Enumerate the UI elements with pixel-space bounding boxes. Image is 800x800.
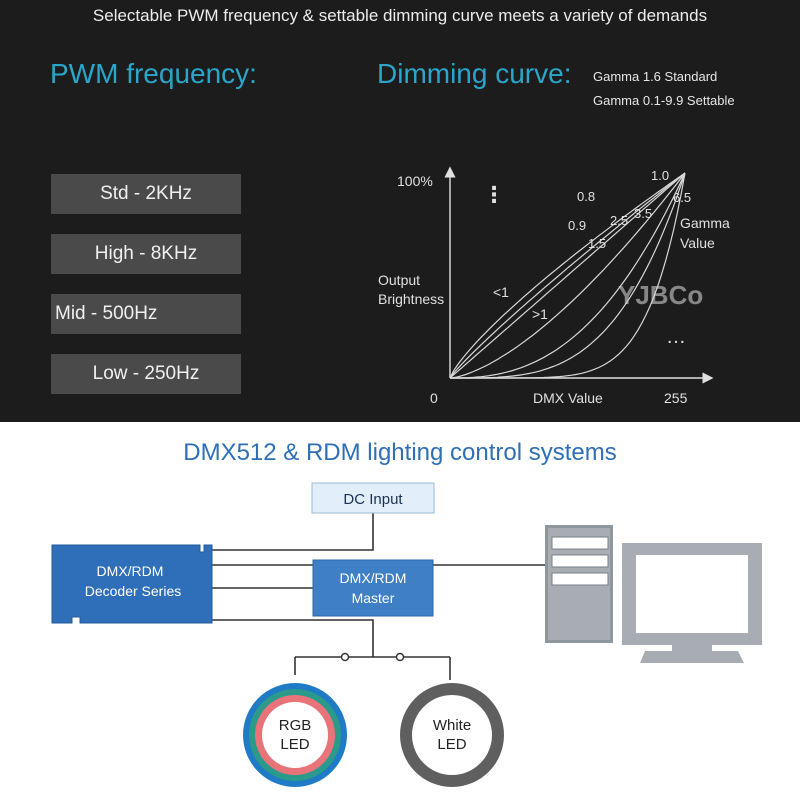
horizontal-ellipsis: … — [666, 326, 686, 348]
dimming-curve-title: Dimming curve: — [377, 58, 572, 89]
curve-label-2-5: 2.5 — [610, 213, 628, 228]
gamma-standard-note: Gamma 1.6 Standard — [593, 69, 718, 84]
x-min-label: 0 — [430, 390, 438, 406]
region-label-below-one: <1 — [493, 284, 509, 300]
gamma-curve-2-5 — [450, 172, 686, 379]
curve-label-1-5: 1.5 — [588, 236, 606, 251]
legend-line1: Gamma — [680, 215, 730, 231]
curve-label-3-5: 3.5 — [634, 206, 652, 221]
curve-label-6-5: 6.5 — [673, 190, 691, 205]
dimming-feature-panel: Selectable PWM frequency & settable dimm… — [0, 0, 800, 422]
curve-label-0-9: 0.9 — [568, 218, 586, 233]
x-axis-label: DMX Value — [533, 390, 603, 406]
connection-lines — [212, 513, 545, 680]
dc-input-box: DC Input — [311, 482, 435, 514]
vertical-ellipsis: ⋮ — [483, 182, 505, 207]
decoder-box: DMX/RDM Decoder Series — [51, 544, 213, 624]
decoder-label-line1: DMX/RDM — [97, 563, 164, 579]
master-box: DMX/RDM Master — [312, 559, 434, 617]
dc-input-label: DC Input — [343, 491, 403, 508]
frequency-option-mid: Mid - 500Hz — [51, 294, 241, 334]
master-label-line1: DMX/RDM — [340, 570, 407, 586]
gamma-curve-0-8 — [449, 172, 686, 379]
decoder-label-line2: Decoder Series — [85, 583, 182, 599]
rgb-led-icon: RGB LED — [243, 683, 347, 787]
feature-headline: Selectable PWM frequency & settable dimm… — [92, 6, 708, 25]
rgb-led-label-line2: LED — [280, 736, 309, 753]
gamma-curve-6-5 — [450, 172, 686, 379]
monitor-icon — [622, 543, 762, 663]
y-axis-label-line2: Brightness — [378, 291, 444, 307]
master-label-line2: Master — [352, 590, 395, 606]
dimming-curve-chart: YJBCo 0.8 0.9 1.0 1.5 2.5 3.5 6.5 <1 >1 … — [378, 166, 730, 406]
legend-line2: Value — [680, 235, 715, 251]
system-diagram: DC Input DMX/RDM Decoder Series DMX/RDM … — [51, 482, 762, 787]
gamma-curve-1-0 — [449, 172, 686, 379]
x-max-label: 255 — [664, 390, 688, 406]
region-label-above-one: >1 — [532, 306, 548, 322]
y-axis-label-line1: Output — [378, 272, 420, 288]
white-led-label-line1: White — [433, 717, 471, 734]
white-led-icon: White LED — [400, 683, 504, 787]
curve-label-0-8: 0.8 — [577, 189, 595, 204]
gamma-curves — [449, 172, 686, 379]
bus-junction-left — [340, 652, 350, 662]
gamma-settable-note: Gamma 0.1-9.9 Settable — [593, 93, 735, 108]
rgb-led-label-line1: RGB — [279, 717, 312, 734]
pwm-frequency-title: PWM frequency: — [50, 58, 257, 89]
white-led-label-line2: LED — [437, 736, 466, 753]
decoder-output-line — [212, 619, 374, 657]
gamma-curve-1-5 — [449, 172, 686, 379]
frequency-option-high: High - 8KHz — [51, 234, 241, 274]
frequency-option-low: Low - 250Hz — [51, 354, 241, 394]
curve-label-1-0: 1.0 — [651, 168, 669, 183]
frequency-option-std: Std - 2KHz — [51, 174, 241, 214]
gamma-curve-0-9 — [449, 172, 686, 379]
bus-junction-right — [395, 652, 405, 662]
system-title: DMX512 & RDM lighting control systems — [183, 439, 617, 466]
computer-tower-icon — [545, 525, 613, 643]
watermark-logo: YJBCo — [618, 280, 703, 310]
dc-to-decoder-line — [212, 513, 374, 551]
y-max-label: 100% — [397, 173, 433, 189]
